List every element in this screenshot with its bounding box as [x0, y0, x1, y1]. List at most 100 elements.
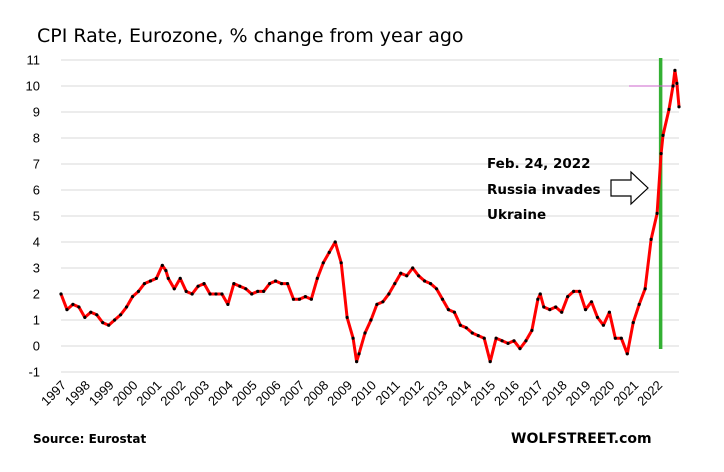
- data-point: [428, 282, 433, 286]
- series-group: [59, 68, 681, 364]
- data-point: [607, 310, 611, 314]
- data-point: [659, 152, 663, 156]
- x-tick-label: 2004: [205, 378, 236, 409]
- data-point: [671, 84, 675, 88]
- data-point: [107, 323, 111, 327]
- annotation-event: Russia invades: [487, 182, 601, 198]
- data-point: [667, 107, 671, 111]
- data-point: [560, 310, 564, 314]
- y-tick-label: 1: [33, 313, 40, 328]
- data-point: [566, 295, 570, 299]
- x-tick-label: 2011: [373, 378, 403, 408]
- data-point: [196, 284, 200, 288]
- data-point: [494, 336, 498, 340]
- data-point: [446, 308, 451, 312]
- data-point: [619, 336, 623, 340]
- annotation-arrow: [610, 170, 649, 206]
- data-point: [250, 292, 254, 296]
- x-tick-label: 1997: [38, 378, 69, 409]
- data-point: [512, 339, 516, 343]
- x-tick-label: 1998: [62, 378, 93, 409]
- y-tick-label: 3: [33, 261, 40, 276]
- data-point: [83, 315, 87, 319]
- y-tick-label: 8: [33, 131, 40, 146]
- x-tick-label: 2002: [157, 378, 188, 409]
- data-point: [303, 295, 307, 299]
- y-tick-label: 2: [33, 287, 40, 302]
- data-point: [387, 292, 391, 296]
- y-tick-label: 11: [27, 53, 41, 68]
- data-point: [488, 360, 492, 364]
- data-point: [339, 261, 343, 265]
- data-point: [142, 282, 147, 286]
- data-point: [601, 323, 606, 327]
- x-tick-label: 2001: [133, 378, 164, 409]
- data-point: [524, 339, 528, 343]
- data-point: [577, 289, 582, 293]
- data-point: [226, 302, 230, 306]
- x-tick-label: 2006: [253, 378, 284, 409]
- data-point: [476, 334, 480, 338]
- y-tick-label: 0: [33, 339, 40, 354]
- data-point: [124, 305, 129, 309]
- data-point: [238, 284, 242, 288]
- data-point: [548, 308, 552, 312]
- data-point: [268, 282, 272, 286]
- data-point: [130, 295, 135, 299]
- annotation-date: Feb. 24, 2022: [487, 156, 591, 172]
- data-point: [166, 276, 170, 280]
- data-point: [148, 279, 153, 283]
- y-tick-label: 6: [33, 183, 40, 198]
- data-point: [411, 266, 415, 270]
- data-point: [113, 318, 117, 322]
- y-tick-label: -1: [28, 365, 40, 380]
- x-tick-label: 2007: [276, 378, 307, 409]
- data-point: [530, 328, 534, 332]
- data-point: [297, 297, 302, 301]
- annotation-country: Ukraine: [487, 207, 546, 223]
- x-tick-label: 2017: [515, 378, 546, 409]
- data-point: [458, 323, 462, 327]
- data-point: [279, 282, 284, 286]
- data-point: [136, 289, 141, 293]
- data-point: [220, 292, 224, 296]
- data-point: [285, 282, 290, 286]
- data-point: [65, 308, 69, 312]
- data-point: [393, 282, 397, 286]
- data-point: [355, 360, 359, 364]
- y-tick-label: 5: [33, 209, 40, 224]
- data-point: [440, 297, 445, 301]
- x-tick-label: 2022: [634, 378, 665, 409]
- data-point: [538, 292, 542, 296]
- data-point: [351, 336, 355, 340]
- data-point: [309, 297, 313, 301]
- x-axis-ticks: 1997199819992000200120022003200420052006…: [38, 378, 665, 409]
- data-point: [482, 336, 486, 340]
- x-tick-label: 2003: [181, 378, 212, 409]
- data-point: [363, 331, 367, 335]
- x-tick-label: 1999: [86, 378, 117, 409]
- source-note: Source: Eurostat: [33, 432, 146, 446]
- x-tick-label: 2005: [229, 378, 260, 409]
- chart-title: CPI Rate, Eurozone, % change from year a…: [37, 25, 464, 47]
- data-point: [422, 279, 427, 283]
- x-tick-label: 2010: [348, 378, 379, 409]
- data-point: [417, 274, 421, 278]
- data-point: [77, 305, 81, 309]
- data-point: [381, 300, 385, 304]
- data-point: [184, 289, 188, 293]
- data-point: [291, 297, 296, 301]
- data-point: [405, 274, 409, 278]
- data-point: [160, 263, 164, 267]
- data-point: [256, 289, 260, 293]
- data-point: [506, 341, 510, 345]
- data-point: [333, 240, 337, 244]
- data-point: [95, 313, 99, 317]
- data-point: [164, 269, 168, 273]
- data-point: [677, 105, 681, 109]
- data-point: [464, 326, 468, 330]
- data-point: [357, 352, 361, 356]
- x-tick-label: 2008: [300, 378, 331, 409]
- data-point: [649, 237, 653, 241]
